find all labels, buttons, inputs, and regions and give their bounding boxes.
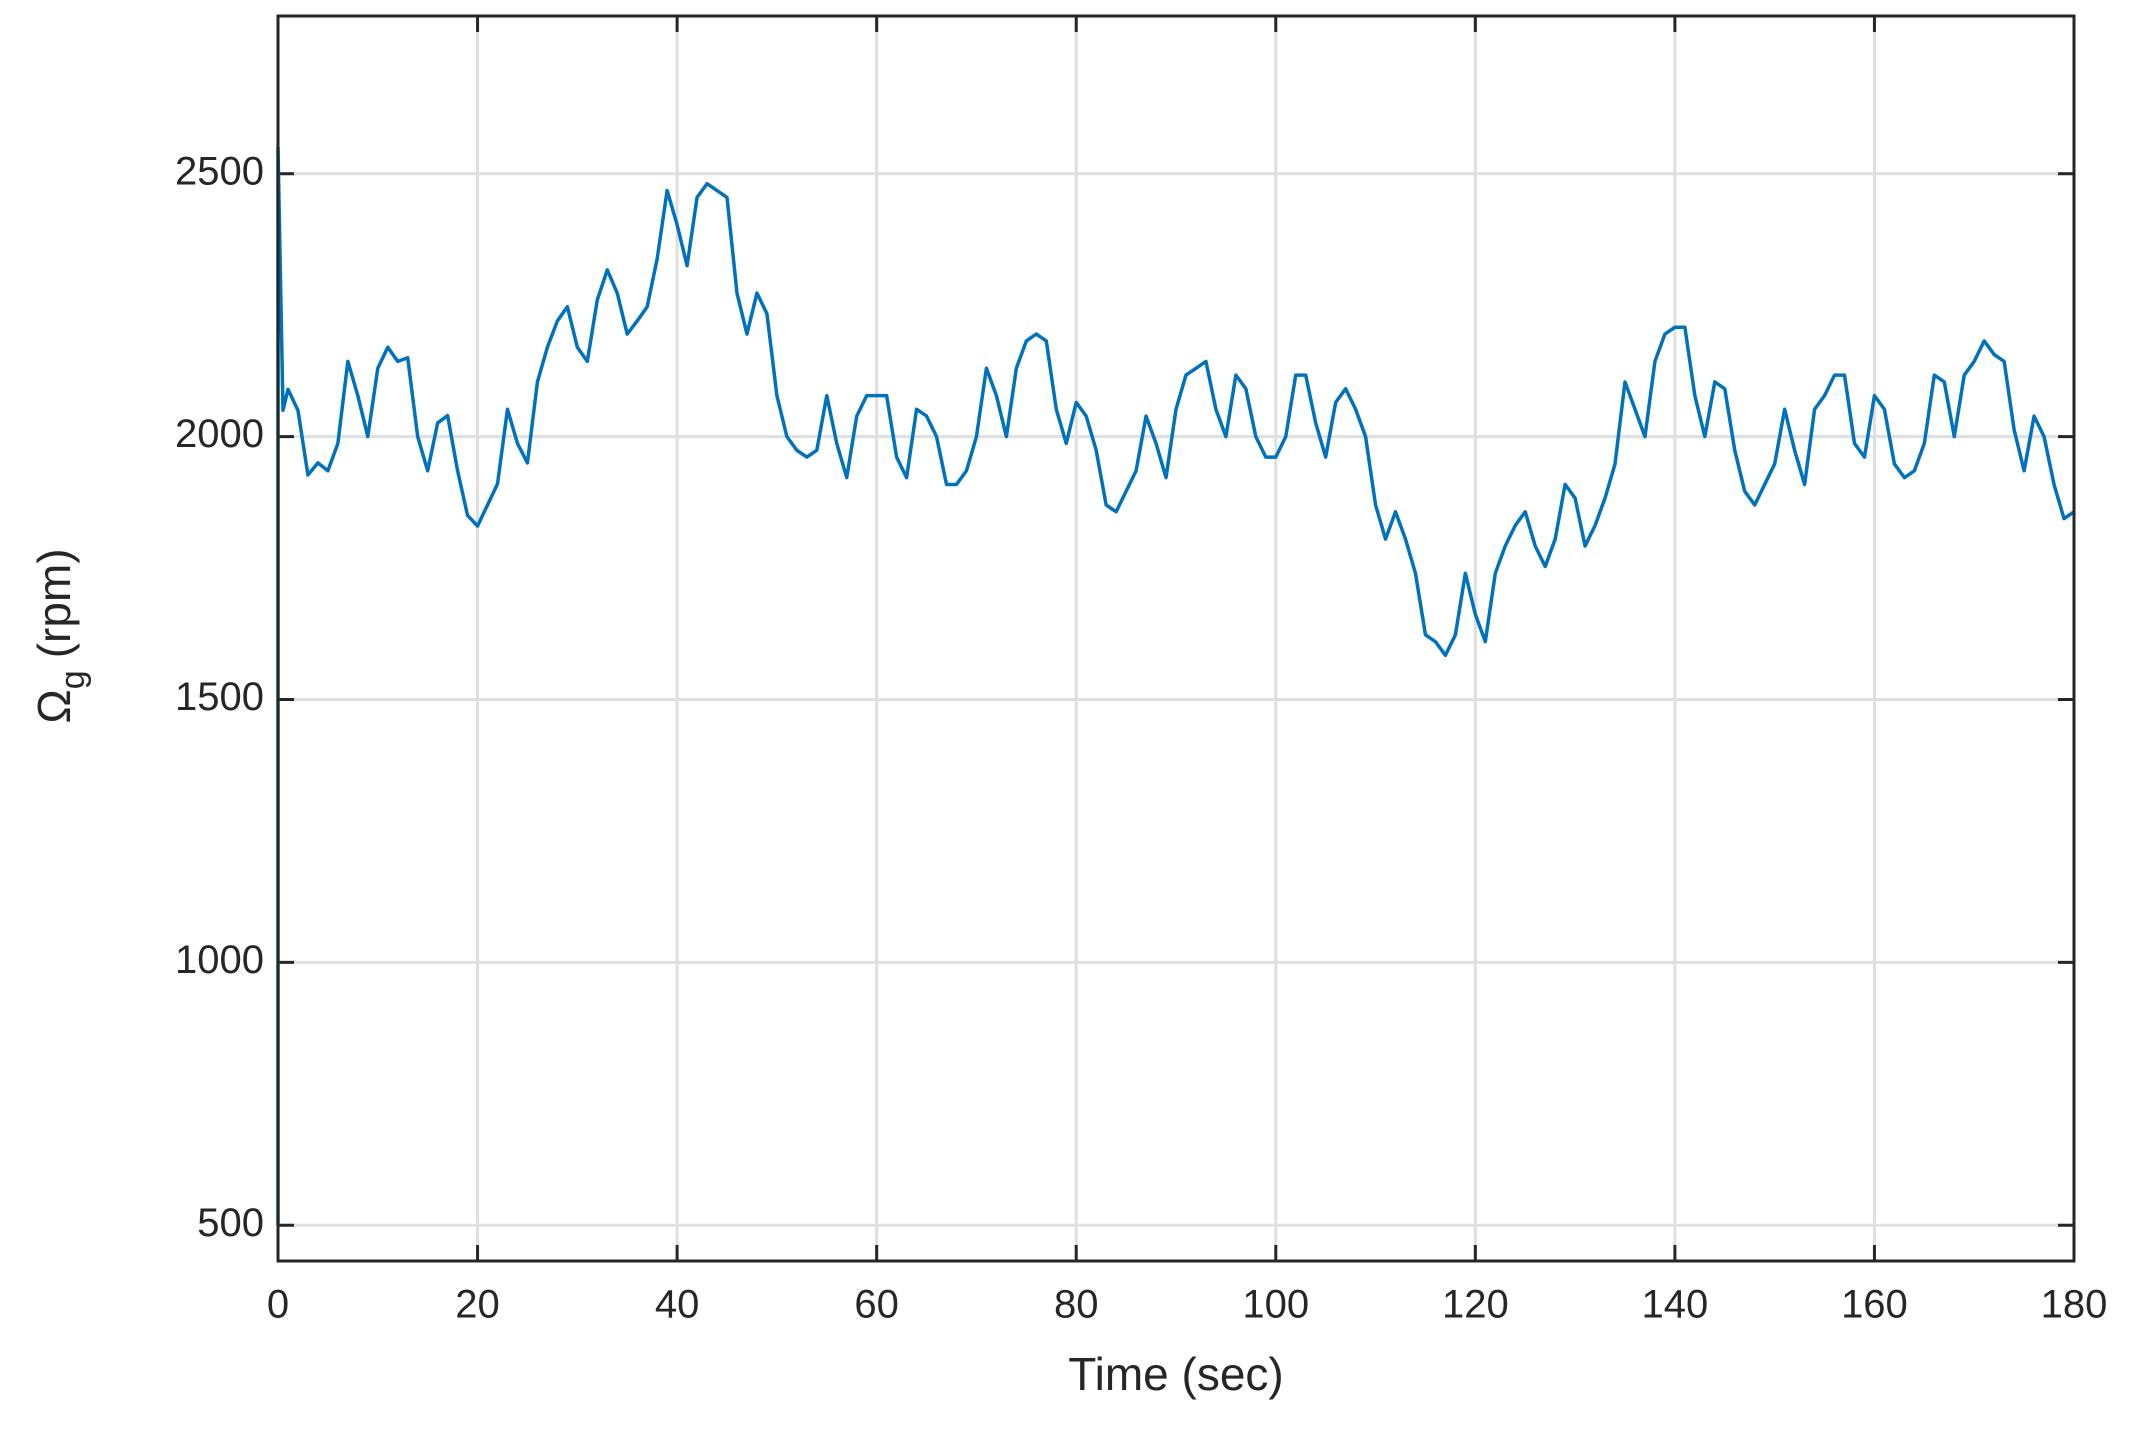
y-tick-label: 500 — [197, 1201, 264, 1245]
x-tick-label: 100 — [1242, 1283, 1309, 1327]
y-axis-label-text: Ωg (rpm) — [28, 548, 92, 723]
x-tick-label: 20 — [455, 1283, 500, 1327]
x-tick-label: 40 — [655, 1283, 700, 1327]
x-tick-label: 160 — [1841, 1283, 1908, 1327]
x-tick-label: 80 — [1054, 1283, 1099, 1327]
x-tick-label: 0 — [267, 1283, 289, 1327]
y-tick-label: 1500 — [175, 675, 264, 719]
y-tick-label: 1000 — [175, 938, 264, 982]
y-label-symbol: Ω — [28, 689, 80, 723]
y-tick-label: 2000 — [175, 412, 264, 456]
plot-area — [278, 16, 2074, 1261]
data-line — [276, 145, 2075, 1226]
y-axis-label: Ωg (rpm) — [28, 548, 92, 723]
y-label-subscript: g — [54, 670, 92, 689]
x-axis-label: Time (sec) — [1068, 1348, 1284, 1400]
axes-box — [276, 14, 2076, 1263]
y-tick-label: 2500 — [175, 149, 264, 193]
x-tick-label: 140 — [1642, 1283, 1709, 1327]
x-tick-label: 180 — [2041, 1283, 2108, 1327]
x-tick-label: 60 — [854, 1283, 899, 1327]
x-tick-label: 120 — [1442, 1283, 1509, 1327]
y-label-unit: (rpm) — [28, 548, 80, 658]
